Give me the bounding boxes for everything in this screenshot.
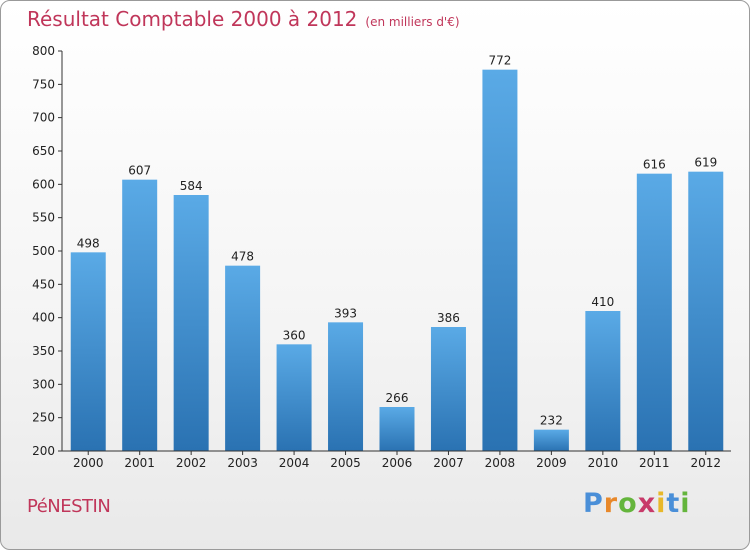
x-tick-label-2007: 2007 bbox=[433, 456, 464, 470]
data-label-2003: 478 bbox=[231, 250, 254, 264]
logo-letter: o bbox=[618, 488, 638, 519]
y-tick-label-400: 400 bbox=[32, 311, 55, 325]
y-tick-label-500: 500 bbox=[32, 244, 55, 258]
bar-2012 bbox=[688, 171, 724, 451]
bar-2008 bbox=[482, 69, 518, 452]
data-label-2005: 393 bbox=[334, 306, 357, 320]
data-label-2009: 232 bbox=[540, 414, 563, 428]
bar-2005 bbox=[328, 322, 364, 451]
y-tick-label-550: 550 bbox=[32, 211, 55, 225]
bar-2009 bbox=[533, 429, 569, 451]
y-tick-label-350: 350 bbox=[32, 344, 55, 358]
chart-title: Résultat Comptable 2000 à 2012 (en millie… bbox=[27, 7, 460, 31]
bar-2004 bbox=[276, 344, 312, 451]
x-tick-label-2006: 2006 bbox=[382, 456, 413, 470]
x-tick-label-2003: 2003 bbox=[227, 456, 258, 470]
x-tick-label-2000: 2000 bbox=[73, 456, 104, 470]
x-tick-label-2005: 2005 bbox=[330, 456, 361, 470]
y-tick-label-450: 450 bbox=[32, 277, 55, 291]
bar-2010 bbox=[585, 311, 621, 451]
y-tick-label-250: 250 bbox=[32, 411, 55, 425]
data-label-2010: 410 bbox=[591, 295, 614, 309]
x-tick-label-2012: 2012 bbox=[690, 456, 721, 470]
labels-group: 498 2000 607 2001 584 2002 478 2003 360 2004 393 20… bbox=[32, 44, 721, 470]
bar-2011 bbox=[636, 173, 672, 451]
x-tick-label-2002: 2002 bbox=[176, 456, 207, 470]
x-tick-label-2011: 2011 bbox=[639, 456, 670, 470]
logo-letter: i bbox=[680, 488, 691, 519]
data-label-2011: 616 bbox=[643, 158, 666, 172]
data-label-2001: 607 bbox=[128, 164, 151, 178]
logo-letter: x bbox=[637, 488, 657, 519]
bar-2006 bbox=[379, 407, 415, 451]
y-tick-label-800: 800 bbox=[32, 44, 55, 58]
bar-2000 bbox=[70, 252, 106, 451]
logo-letter: P bbox=[583, 488, 604, 519]
data-label-2006: 266 bbox=[386, 391, 409, 405]
y-tick-label-650: 650 bbox=[32, 144, 55, 158]
x-tick-label-2001: 2001 bbox=[124, 456, 155, 470]
y-tick-label-700: 700 bbox=[32, 111, 55, 125]
bar-2007 bbox=[430, 327, 466, 451]
axes-group bbox=[58, 50, 731, 455]
bar-2003 bbox=[225, 265, 261, 451]
data-label-2004: 360 bbox=[283, 328, 306, 342]
x-tick-label-2008: 2008 bbox=[485, 456, 516, 470]
y-tick-label-600: 600 bbox=[32, 177, 55, 191]
bar-2002 bbox=[173, 195, 209, 451]
bar-2001 bbox=[122, 179, 158, 451]
y-tick-label-300: 300 bbox=[32, 377, 55, 391]
data-label-2007: 386 bbox=[437, 311, 460, 325]
logo-letter: i bbox=[656, 488, 667, 519]
data-label-2000: 498 bbox=[77, 236, 100, 250]
bars-group bbox=[70, 69, 724, 452]
y-tick-label-200: 200 bbox=[32, 444, 55, 458]
data-label-2012: 619 bbox=[694, 156, 717, 170]
logo-letter: r bbox=[603, 488, 619, 519]
data-label-2002: 584 bbox=[180, 179, 203, 193]
logo-letter: t bbox=[666, 488, 681, 519]
proxiti-logo: Proxiti bbox=[583, 488, 691, 519]
town-name: PéNESTIN bbox=[27, 496, 111, 517]
x-tick-label-2010: 2010 bbox=[588, 456, 619, 470]
chart-subtitle: (en milliers d'€) bbox=[365, 15, 460, 29]
x-tick-label-2004: 2004 bbox=[279, 456, 310, 470]
x-tick-label-2009: 2009 bbox=[536, 456, 567, 470]
chart-title-text: Résultat Comptable 2000 à 2012 bbox=[27, 7, 358, 31]
y-tick-label-750: 750 bbox=[32, 77, 55, 91]
data-label-2008: 772 bbox=[488, 54, 511, 68]
